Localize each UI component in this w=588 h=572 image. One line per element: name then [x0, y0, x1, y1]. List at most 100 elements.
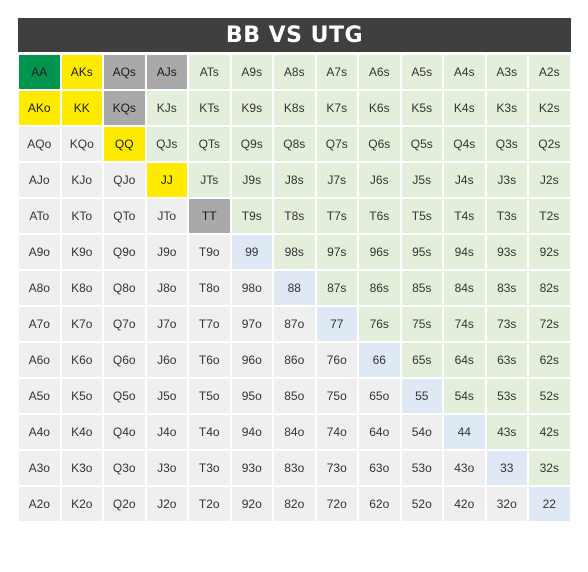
hand-cell-63s[interactable]: 63s — [485, 342, 528, 378]
hand-cell-a5s[interactable]: A5s — [400, 54, 443, 90]
hand-cell-83s[interactable]: 83s — [485, 270, 528, 306]
hand-cell-t3o[interactable]: T3o — [188, 450, 231, 486]
hand-cell-65o[interactable]: 65o — [358, 378, 401, 414]
hand-cell-92o[interactable]: 92o — [230, 486, 273, 522]
hand-cell-a3s[interactable]: A3s — [485, 54, 528, 90]
hand-cell-a7o[interactable]: A7o — [18, 306, 61, 342]
hand-cell-t9o[interactable]: T9o — [188, 234, 231, 270]
hand-cell-72o[interactable]: 72o — [315, 486, 358, 522]
hand-cell-q9o[interactable]: Q9o — [103, 234, 146, 270]
hand-cell-k2s[interactable]: K2s — [528, 90, 571, 126]
hand-cell-k5o[interactable]: K5o — [60, 378, 103, 414]
hand-cell-73o[interactable]: 73o — [315, 450, 358, 486]
hand-cell-j4o[interactable]: J4o — [145, 414, 188, 450]
hand-cell-83o[interactable]: 83o — [273, 450, 316, 486]
hand-cell-33[interactable]: 33 — [485, 450, 528, 486]
hand-cell-kqo[interactable]: KQo — [60, 126, 103, 162]
hand-cell-q5s[interactable]: Q5s — [400, 126, 443, 162]
hand-cell-ajo[interactable]: AJo — [18, 162, 61, 198]
hand-cell-a8o[interactable]: A8o — [18, 270, 61, 306]
hand-cell-q2s[interactable]: Q2s — [528, 126, 571, 162]
hand-cell-k9s[interactable]: K9s — [230, 90, 273, 126]
hand-cell-q8o[interactable]: Q8o — [103, 270, 146, 306]
hand-cell-j8s[interactable]: J8s — [273, 162, 316, 198]
hand-cell-75o[interactable]: 75o — [315, 378, 358, 414]
hand-cell-a7s[interactable]: A7s — [315, 54, 358, 90]
hand-cell-q6o[interactable]: Q6o — [103, 342, 146, 378]
hand-cell-95s[interactable]: 95s — [400, 234, 443, 270]
hand-cell-86o[interactable]: 86o — [273, 342, 316, 378]
hand-cell-k8s[interactable]: K8s — [273, 90, 316, 126]
hand-cell-kqs[interactable]: KQs — [103, 90, 146, 126]
hand-cell-62o[interactable]: 62o — [358, 486, 401, 522]
hand-cell-55[interactable]: 55 — [400, 378, 443, 414]
hand-cell-86s[interactable]: 86s — [358, 270, 401, 306]
hand-cell-q4s[interactable]: Q4s — [443, 126, 486, 162]
hand-cell-t4s[interactable]: T4s — [443, 198, 486, 234]
hand-cell-k9o[interactable]: K9o — [60, 234, 103, 270]
hand-cell-a2o[interactable]: A2o — [18, 486, 61, 522]
hand-cell-t8o[interactable]: T8o — [188, 270, 231, 306]
hand-cell-q5o[interactable]: Q5o — [103, 378, 146, 414]
hand-cell-t6s[interactable]: T6s — [358, 198, 401, 234]
hand-cell-42s[interactable]: 42s — [528, 414, 571, 450]
hand-cell-75s[interactable]: 75s — [400, 306, 443, 342]
hand-cell-84o[interactable]: 84o — [273, 414, 316, 450]
hand-cell-jto[interactable]: JTo — [145, 198, 188, 234]
hand-cell-j5o[interactable]: J5o — [145, 378, 188, 414]
hand-cell-j6s[interactable]: J6s — [358, 162, 401, 198]
hand-cell-44[interactable]: 44 — [443, 414, 486, 450]
hand-cell-a5o[interactable]: A5o — [18, 378, 61, 414]
hand-cell-j4s[interactable]: J4s — [443, 162, 486, 198]
hand-cell-t5o[interactable]: T5o — [188, 378, 231, 414]
hand-cell-85o[interactable]: 85o — [273, 378, 316, 414]
hand-cell-85s[interactable]: 85s — [400, 270, 443, 306]
hand-cell-96s[interactable]: 96s — [358, 234, 401, 270]
hand-cell-j5s[interactable]: J5s — [400, 162, 443, 198]
hand-cell-99[interactable]: 99 — [230, 234, 273, 270]
hand-cell-q2o[interactable]: Q2o — [103, 486, 146, 522]
hand-cell-aks[interactable]: AKs — [60, 54, 103, 90]
hand-cell-q8s[interactable]: Q8s — [273, 126, 316, 162]
hand-cell-92s[interactable]: 92s — [528, 234, 571, 270]
hand-cell-97s[interactable]: 97s — [315, 234, 358, 270]
hand-cell-ajs[interactable]: AJs — [145, 54, 188, 90]
hand-cell-k7o[interactable]: K7o — [60, 306, 103, 342]
hand-cell-t6o[interactable]: T6o — [188, 342, 231, 378]
hand-cell-t4o[interactable]: T4o — [188, 414, 231, 450]
hand-cell-66[interactable]: 66 — [358, 342, 401, 378]
hand-cell-t8s[interactable]: T8s — [273, 198, 316, 234]
hand-cell-82o[interactable]: 82o — [273, 486, 316, 522]
hand-cell-q7o[interactable]: Q7o — [103, 306, 146, 342]
hand-cell-t9s[interactable]: T9s — [230, 198, 273, 234]
hand-cell-a6s[interactable]: A6s — [358, 54, 401, 90]
hand-cell-22[interactable]: 22 — [528, 486, 571, 522]
hand-cell-q4o[interactable]: Q4o — [103, 414, 146, 450]
hand-cell-a9o[interactable]: A9o — [18, 234, 61, 270]
hand-cell-a8s[interactable]: A8s — [273, 54, 316, 90]
hand-cell-93o[interactable]: 93o — [230, 450, 273, 486]
hand-cell-q3o[interactable]: Q3o — [103, 450, 146, 486]
hand-cell-74o[interactable]: 74o — [315, 414, 358, 450]
hand-cell-98s[interactable]: 98s — [273, 234, 316, 270]
hand-cell-q9s[interactable]: Q9s — [230, 126, 273, 162]
hand-cell-64s[interactable]: 64s — [443, 342, 486, 378]
hand-cell-kts[interactable]: KTs — [188, 90, 231, 126]
hand-cell-kto[interactable]: KTo — [60, 198, 103, 234]
hand-cell-q3s[interactable]: Q3s — [485, 126, 528, 162]
hand-cell-t2o[interactable]: T2o — [188, 486, 231, 522]
hand-cell-qts[interactable]: QTs — [188, 126, 231, 162]
hand-cell-43o[interactable]: 43o — [443, 450, 486, 486]
hand-cell-a4o[interactable]: A4o — [18, 414, 61, 450]
hand-cell-94s[interactable]: 94s — [443, 234, 486, 270]
hand-cell-t7o[interactable]: T7o — [188, 306, 231, 342]
hand-cell-t7s[interactable]: T7s — [315, 198, 358, 234]
hand-cell-64o[interactable]: 64o — [358, 414, 401, 450]
hand-cell-k6s[interactable]: K6s — [358, 90, 401, 126]
hand-cell-76s[interactable]: 76s — [358, 306, 401, 342]
hand-cell-94o[interactable]: 94o — [230, 414, 273, 450]
hand-cell-ats[interactable]: ATs — [188, 54, 231, 90]
hand-cell-k7s[interactable]: K7s — [315, 90, 358, 126]
hand-cell-kk[interactable]: KK — [60, 90, 103, 126]
hand-cell-q7s[interactable]: Q7s — [315, 126, 358, 162]
